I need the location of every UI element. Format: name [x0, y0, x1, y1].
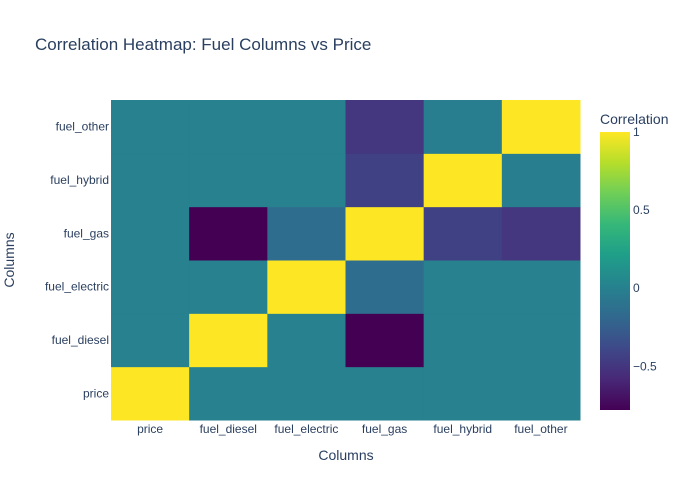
heatmap-cell-fuel_diesel-fuel_electric [267, 313, 346, 368]
heatmap-cell-fuel_other-fuel_electric [267, 100, 346, 154]
y-tick-label: fuel_electric [45, 280, 109, 294]
colorbar-tick-label: 1 [633, 125, 640, 139]
heatmap-cell-fuel_hybrid-fuel_electric [267, 153, 346, 208]
heatmap-cell-fuel_electric-fuel_electric [267, 260, 346, 314]
heatmap-cell-price-fuel_gas [345, 366, 425, 421]
heatmap-cell-fuel_gas-fuel_hybrid [423, 206, 503, 261]
y-tick-label: fuel_gas [64, 226, 109, 240]
colorbar-tick-labels: 1 0.5 0 −0.5 [633, 125, 657, 373]
heatmap-cell-fuel_electric-fuel_hybrid [423, 260, 503, 314]
heatmap-cell-fuel_electric-fuel_other [501, 260, 581, 314]
x-tick-label: price [137, 422, 163, 436]
heatmap-cell-fuel_hybrid-fuel_gas [345, 153, 425, 208]
heatmap-cell-price-fuel_diesel [189, 366, 268, 421]
y-tick-label: fuel_diesel [52, 333, 109, 347]
heatmap-cell-fuel_electric-price [111, 260, 190, 314]
heatmap-cell-fuel_diesel-fuel_other [501, 313, 581, 368]
y-tick-label: price [83, 386, 109, 400]
heatmap-cell-price-fuel_hybrid [423, 366, 503, 421]
colorbar-tick-label: −0.5 [633, 359, 657, 373]
heatmap-cell-fuel_gas-fuel_gas [345, 206, 425, 261]
x-tick-label: fuel_hybrid [433, 422, 492, 436]
colorbar [600, 132, 630, 410]
x-tick-labels: price fuel_diesel fuel_electric fuel_gas fue… [137, 422, 568, 436]
y-tick-labels: price fuel_diesel fuel_electric fuel_gas fue… [45, 120, 109, 401]
heatmap-cell-fuel_hybrid-fuel_diesel [189, 153, 268, 208]
x-tick-label: fuel_gas [362, 422, 407, 436]
heatmap-cell-fuel_hybrid-fuel_other [501, 153, 581, 208]
heatmap-cell-fuel_diesel-fuel_gas [345, 313, 425, 368]
heatmap-cell-price-fuel_other [501, 366, 581, 421]
y-axis-title: Columns [1, 232, 17, 287]
x-tick-label: fuel_electric [274, 422, 338, 436]
heatmap-cell-fuel_hybrid-price [111, 153, 190, 208]
heatmap-cell-fuel_other-fuel_hybrid [423, 100, 503, 154]
heatmap-cell-fuel_hybrid-fuel_hybrid [423, 153, 503, 208]
heatmap-cell-fuel_diesel-fuel_hybrid [423, 313, 503, 368]
heatmap-cell-fuel_other-fuel_gas [345, 100, 425, 154]
heatmap-cell-fuel_diesel-fuel_diesel [189, 313, 268, 368]
colorbar-tick-label: 0.5 [633, 203, 650, 217]
heatmap-cell-fuel_gas-fuel_diesel [189, 206, 268, 261]
y-tick-label: fuel_hybrid [50, 173, 109, 187]
x-tick-label: fuel_diesel [200, 422, 257, 436]
x-tick-label: fuel_other [514, 422, 567, 436]
colorbar-title: Correlation [600, 111, 668, 127]
chart-title: Correlation Heatmap: Fuel Columns vs Pri… [35, 35, 371, 54]
heatmap-cell-price-price [111, 366, 190, 421]
heatmap-cell-fuel_electric-fuel_gas [345, 260, 425, 314]
heatmap-cell-fuel_other-fuel_diesel [189, 100, 268, 154]
colorbar-tick-label: 0 [633, 281, 640, 295]
x-axis-title: Columns [318, 447, 373, 463]
heatmap-cell-fuel_gas-price [111, 206, 190, 261]
heatmap-cell-fuel_other-fuel_other [501, 100, 581, 154]
heatmap-cell-fuel_other-price [111, 100, 190, 154]
heatmap-cell-price-fuel_electric [267, 366, 346, 421]
heatmap-cell-fuel_electric-fuel_diesel [189, 260, 268, 314]
heatmap-cell-fuel_diesel-price [111, 313, 190, 368]
heatmap-cells [111, 100, 581, 421]
heatmap-cell-fuel_gas-fuel_electric [267, 206, 346, 261]
heatmap-cell-fuel_gas-fuel_other [501, 206, 581, 261]
y-tick-label: fuel_other [56, 120, 109, 134]
